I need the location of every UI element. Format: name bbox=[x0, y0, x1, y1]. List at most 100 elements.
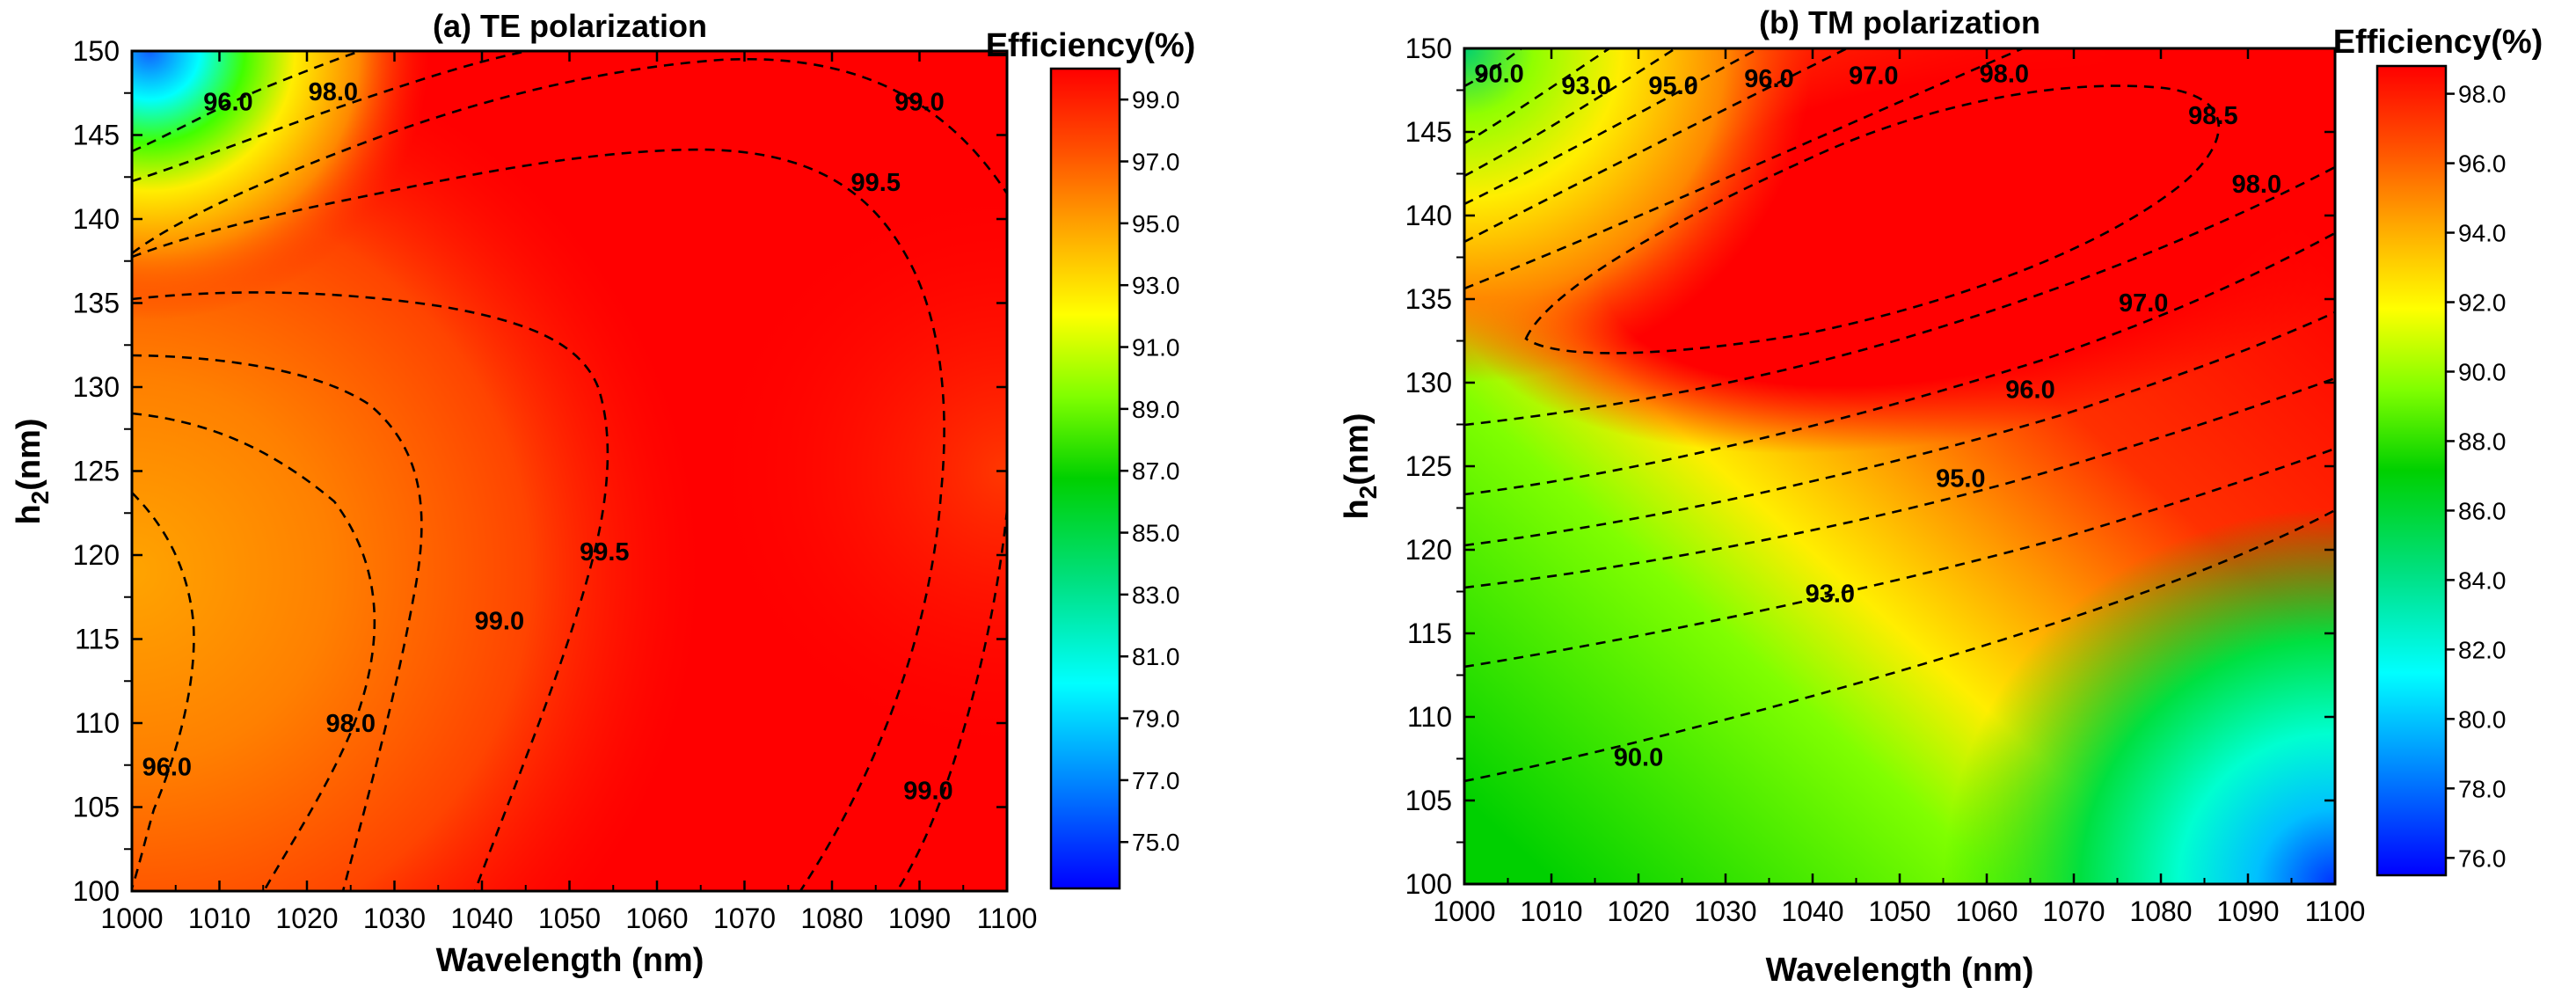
panel-b-x-tick-label: 1020 bbox=[1607, 895, 1669, 927]
panel-b-contour-label: 90.0 bbox=[1614, 744, 1663, 772]
panel-a-colorbar-tick-label: 99.0 bbox=[1132, 86, 1180, 113]
panel-b-contour-labels: 90.0 93.0 95.0 96.0 97.0 98.0 98.5 98.0 97.0 96.0… bbox=[1474, 61, 2281, 772]
panel-b-colorbar-tick-label: 92.0 bbox=[2458, 289, 2507, 316]
panel-a-x-tick-label: 1100 bbox=[977, 903, 1038, 934]
panel-b-x-tick-label: 1030 bbox=[1694, 895, 1756, 927]
panel-b-x-tick-label: 1010 bbox=[1520, 895, 1582, 927]
panel-a-x-tick-label: 1040 bbox=[450, 903, 513, 934]
panel-b-y-tick-label: 115 bbox=[1407, 618, 1452, 649]
panel-b-colorbar-tick-label: 84.0 bbox=[2458, 566, 2507, 594]
panel-a-colorbar-tick-label: 77.0 bbox=[1132, 767, 1180, 794]
panel-b-y-tick-label: 135 bbox=[1405, 283, 1452, 315]
panel-a-x-tick-label: 1000 bbox=[100, 903, 163, 934]
panel-b-heatmap bbox=[1464, 48, 2335, 884]
panel-a-colorbar-ticks: 75.0 77.0 79.0 81.0 83.0 85.0 87.0 89.0 91.0 93.0… bbox=[1120, 86, 1180, 856]
panel-a-y-tick-label: 120 bbox=[73, 539, 120, 571]
panel-b-contour-lines bbox=[1464, 48, 2335, 783]
panel-a-colorbar-tick-label: 85.0 bbox=[1132, 520, 1180, 547]
te-contour-99-top bbox=[132, 57, 1007, 255]
te-contour-995-left bbox=[132, 291, 609, 891]
panel-b-colorbar-tick-label: 90.0 bbox=[2458, 358, 2507, 385]
panel-b-colorbar-tick-label: 86.0 bbox=[2458, 497, 2507, 524]
panel-b-y-tick-label: 130 bbox=[1405, 367, 1452, 398]
panel-a-colorbar-tick-label: 75.0 bbox=[1132, 829, 1180, 856]
panel-a-y-tick-label: 145 bbox=[73, 120, 120, 151]
te-contour-995-top bbox=[132, 148, 945, 891]
panel-b-contour-label: 98.5 bbox=[2188, 102, 2237, 130]
panel-a-y-tick-label: 130 bbox=[73, 371, 120, 403]
panel-a-contour-label: 99.0 bbox=[475, 607, 524, 635]
panel-a-title: (a) TE polarization bbox=[433, 8, 707, 44]
panel-b-y-tick-label: 120 bbox=[1405, 534, 1452, 566]
panel-b-contour-label: 98.0 bbox=[1980, 61, 2029, 89]
panel-b-contour-label: 93.0 bbox=[1806, 580, 1855, 608]
panel-a-contour-labels: 96.0 98.0 99.0 99.5 99.5 99.0 98.0 96.0 99.0 bbox=[142, 78, 953, 806]
panel-a-colorbar-tick-label: 89.0 bbox=[1132, 396, 1180, 423]
panel-a-contour-label: 96.0 bbox=[142, 754, 192, 782]
tm-contour-97-lower bbox=[1464, 231, 2335, 496]
panel-b-contour-label: 95.0 bbox=[1936, 464, 1985, 493]
panel-a-contour-label: 96.0 bbox=[203, 88, 252, 116]
panel-b-colorbar-tick-label: 80.0 bbox=[2458, 705, 2507, 733]
panel-b-colorbar-tick-label: 78.0 bbox=[2458, 775, 2507, 802]
te-contour-96-top bbox=[132, 51, 361, 153]
tm-contour-97-top bbox=[1464, 48, 1848, 244]
te-contour-99-left bbox=[132, 354, 423, 891]
panel-b-y-tick-label: 145 bbox=[1405, 116, 1452, 148]
tm-contour-90-top bbox=[1464, 48, 1522, 88]
panel-b-contour-label: 97.0 bbox=[2119, 289, 2168, 318]
panel-a-contour-label: 98.0 bbox=[309, 78, 358, 106]
panel-a-y-tick-label: 115 bbox=[75, 624, 120, 655]
panel-b-x-tick-label: 1040 bbox=[1781, 895, 1843, 927]
panel-b-x-tick-label: 1080 bbox=[2129, 895, 2192, 927]
panel-b-contour-label: 90.0 bbox=[1474, 61, 1523, 89]
panel-b-colorbar-title: Efficiency(%) bbox=[2333, 24, 2543, 61]
panel-b-contour-label: 93.0 bbox=[1561, 72, 1610, 100]
panel-a-colorbar-tick-label: 91.0 bbox=[1132, 334, 1180, 362]
tm-contour-98-top bbox=[1464, 48, 2024, 290]
panel-b-title: (b) TM polarization bbox=[1759, 4, 2040, 40]
tm-contour-95-lower bbox=[1464, 376, 2335, 589]
panel-a-y-axis-label: h2(nm) bbox=[11, 418, 54, 524]
panel-b-x-tick-label: 1060 bbox=[1955, 895, 2018, 927]
panel-a-x-tick-label: 1030 bbox=[363, 903, 426, 934]
panel-a-x-tick-label: 1090 bbox=[888, 903, 951, 934]
panel-a-contour-label: 99.5 bbox=[851, 169, 901, 197]
panel-b-contour-label: 97.0 bbox=[1849, 62, 1898, 90]
panel-a-y-tick-label: 100 bbox=[73, 875, 120, 907]
panel-a-y-tick-label: 110 bbox=[75, 707, 120, 739]
panel-a-colorbar-tick-label: 87.0 bbox=[1132, 457, 1180, 485]
panel-b-contour-label: 96.0 bbox=[2005, 376, 2054, 405]
panel-b-y-tick-label: 100 bbox=[1405, 868, 1452, 900]
panel-b-colorbar-tick-label: 94.0 bbox=[2458, 220, 2507, 247]
panel-b-x-axis-label: Wavelength (nm) bbox=[1766, 952, 2034, 989]
panel-a-contour-label: 99.5 bbox=[580, 538, 629, 566]
panel-a-colorbar-tick-label: 93.0 bbox=[1132, 272, 1180, 299]
panel-b-x-tick-label: 1100 bbox=[2305, 895, 2366, 927]
tm-contour-96-lower bbox=[1464, 311, 2335, 547]
tm-contour-93-top bbox=[1464, 48, 1610, 145]
te-contour-98-left bbox=[132, 412, 376, 891]
panel-a-x-tick-label: 1020 bbox=[275, 903, 338, 934]
tm-contour-93-lower bbox=[1464, 447, 2335, 669]
panel-a-x-tick-label: 1060 bbox=[625, 903, 688, 934]
panel-a-colorbar-tick-label: 97.0 bbox=[1132, 149, 1180, 176]
tm-contour-96-top bbox=[1464, 48, 1760, 206]
panel-b-contour-label: 98.0 bbox=[2232, 171, 2281, 199]
panel-b-ticks: 1000 1010 1020 1030 1040 1050 1060 1070 1080 1090… bbox=[1405, 33, 2366, 927]
panel-b-y-tick-label: 110 bbox=[1407, 701, 1452, 733]
panel-a-y-tick-label: 150 bbox=[73, 35, 120, 67]
panel-b-colorbar-tick-label: 76.0 bbox=[2458, 844, 2507, 872]
panel-a-contour-label: 99.0 bbox=[894, 88, 944, 116]
tm-contour-98-lower bbox=[1464, 165, 2335, 427]
panel-a-ticks: 1000 1010 1020 1030 1040 1050 1060 1070 1080 1090… bbox=[73, 35, 1038, 934]
panel-b-x-tick-label: 1090 bbox=[2216, 895, 2279, 927]
panel-b-colorbar-tick-label: 82.0 bbox=[2458, 636, 2507, 663]
panel-a-x-tick-label: 1080 bbox=[800, 903, 863, 934]
panel-a-y-tick-label: 135 bbox=[73, 288, 120, 319]
panel-a-contour-lines bbox=[132, 51, 1007, 891]
panel-b-x-tick-label: 1050 bbox=[1868, 895, 1930, 927]
panel-a-heatmap bbox=[132, 51, 1007, 891]
panel-b-y-tick-label: 150 bbox=[1405, 33, 1452, 64]
